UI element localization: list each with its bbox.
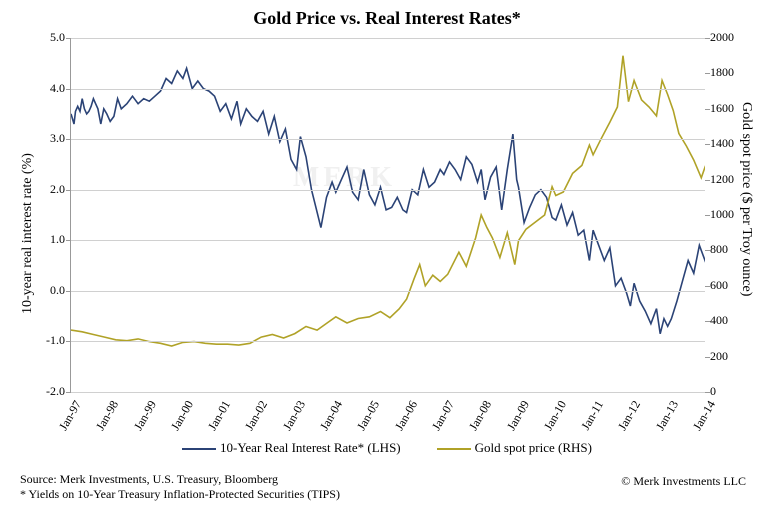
y-left-tick: 3.0 [25,131,65,146]
series-line [71,56,705,346]
y-right-tick: 1600 [710,101,750,116]
y-left-tick: 4.0 [25,81,65,96]
y-right-tick: 2000 [710,30,750,45]
y-left-tick: 5.0 [25,30,65,45]
y-left-tick: -1.0 [25,333,65,348]
legend-item: 10-Year Real Interest Rate* (LHS) [182,440,401,456]
footnote-disclaimer: * Yields on 10-Year Treasury Inflation-P… [20,487,340,503]
y-right-tick: 1200 [710,172,750,187]
y-right-tick: 200 [710,349,750,364]
y-axis-right-label: Gold spot price ($ per Troy ounce) [738,102,754,296]
chart-container: Gold Price vs. Real Interest Rates* MERK… [0,0,774,507]
y-right-tick: 1800 [710,65,750,80]
y-right-tick: 600 [710,278,750,293]
line-series-svg [71,38,705,392]
copyright: © Merk Investments LLC [621,474,746,489]
y-left-tick: 0.0 [25,283,65,298]
y-left-tick: 2.0 [25,182,65,197]
chart-title: Gold Price vs. Real Interest Rates* [0,8,774,29]
y-right-tick: 1400 [710,136,750,151]
footnotes: Source: Merk Investments, U.S. Treasury,… [20,472,340,503]
plot-area: MERK [70,38,705,393]
series-line [71,68,705,334]
y-right-tick: 1000 [710,207,750,222]
y-right-tick: 800 [710,242,750,257]
y-right-tick: 400 [710,313,750,328]
footnote-source: Source: Merk Investments, U.S. Treasury,… [20,472,340,488]
y-left-tick: -2.0 [25,384,65,399]
y-right-tick: 0 [710,384,750,399]
y-left-tick: 1.0 [25,232,65,247]
